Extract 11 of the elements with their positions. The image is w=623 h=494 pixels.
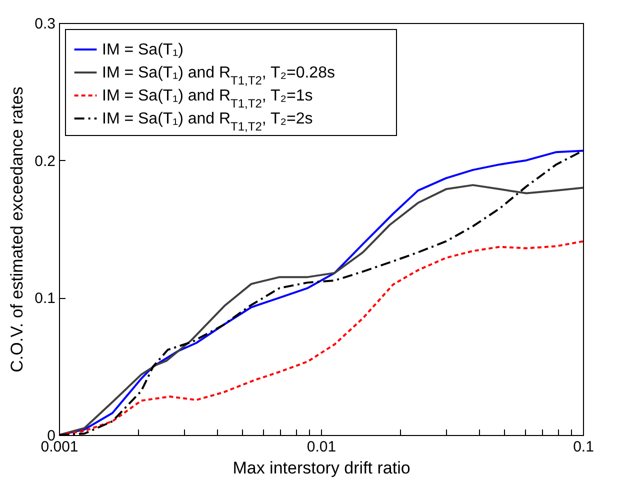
y-tick-label: 0.2 xyxy=(34,152,56,170)
legend-label: IM = Sa(T₁) and R$_{T1,T2}$, T₂=2s xyxy=(102,110,313,134)
legend-label: IM = Sa(T₁) xyxy=(102,42,184,58)
x-axis-title: Max interstory drift ratio xyxy=(232,458,410,478)
legend-label: IM = Sa(T₁) and R$_{T1,T2}$, T₂=0.28s xyxy=(102,64,335,88)
y-tick-label: 0.1 xyxy=(34,290,56,308)
y-axis-title: C.O.V. of estimated exceedance rates xyxy=(8,86,27,372)
x-tick-label: 0.01 xyxy=(306,438,336,456)
y-tick-label: 0.3 xyxy=(34,16,56,32)
x-tick-label: 0.1 xyxy=(573,438,594,456)
legend-label: IM = Sa(T₁) and R$_{T1,T2}$, T₂=1s xyxy=(102,88,313,110)
